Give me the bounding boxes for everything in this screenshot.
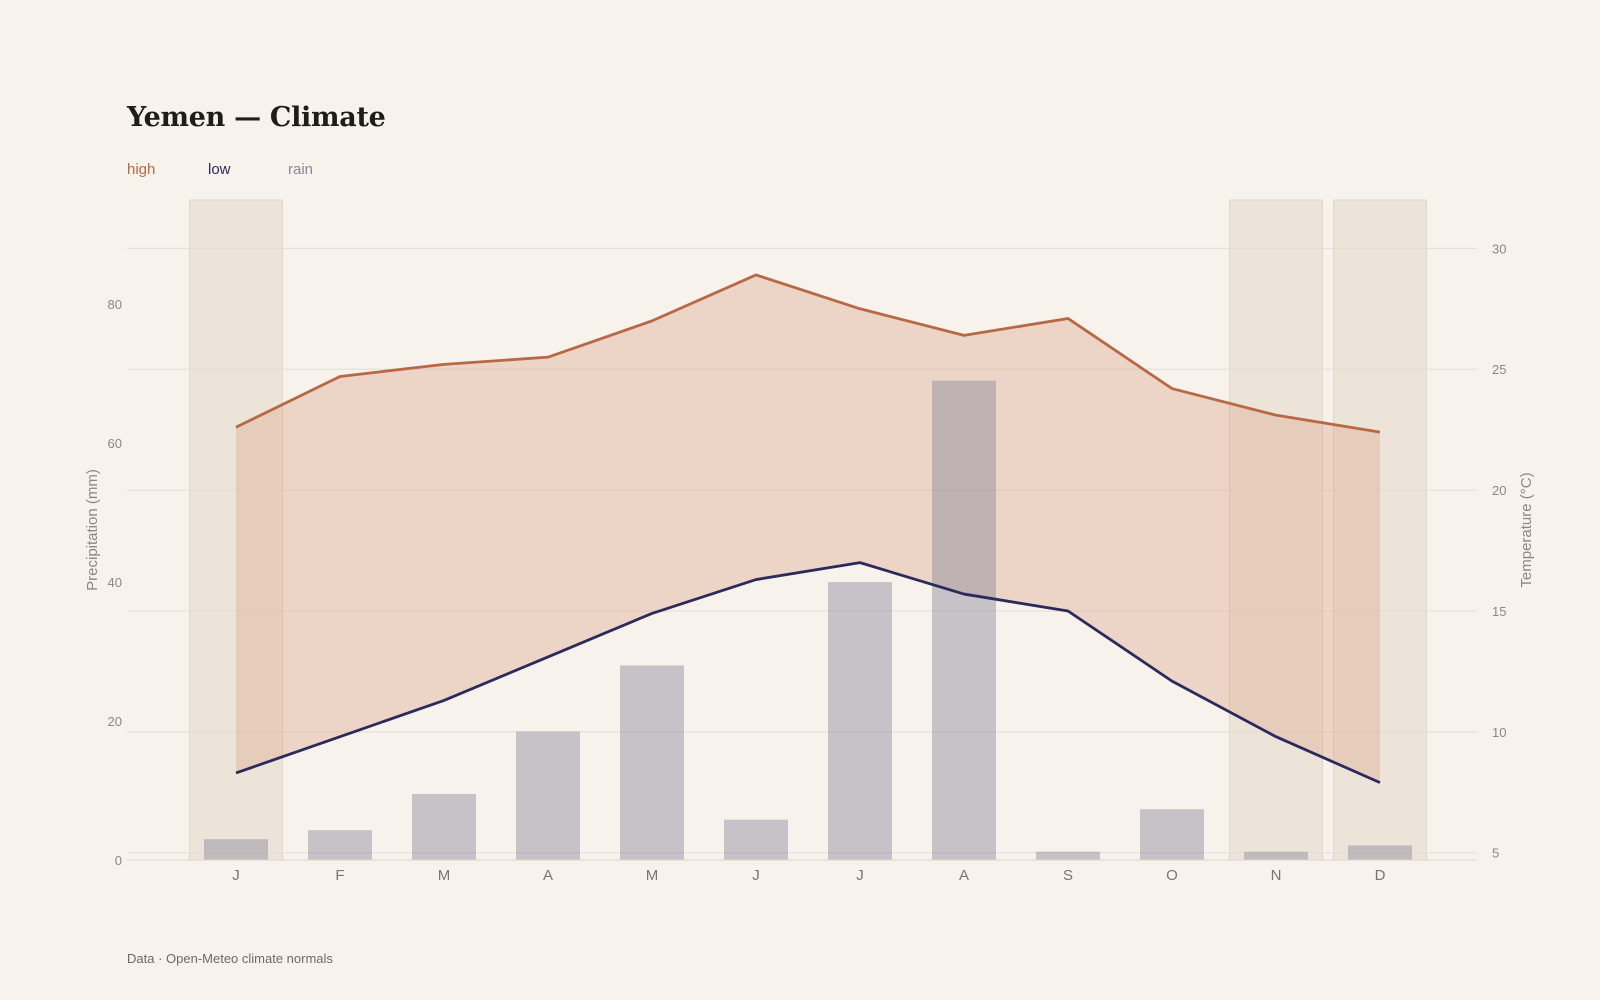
right-axis-title: Temperature (°C)	[1518, 472, 1535, 587]
temperature-range-area	[236, 274, 1380, 783]
x-tick-label: A	[959, 867, 969, 884]
right-tick-label: 20	[1492, 483, 1506, 498]
left-axis-title: Precipitation (mm)	[84, 469, 101, 591]
rain-bar	[620, 665, 684, 860]
right-tick-label: 30	[1492, 241, 1506, 256]
rain-bar	[204, 839, 268, 860]
x-tick-label: M	[646, 867, 659, 884]
x-tick-label: S	[1063, 867, 1073, 884]
rain-bar	[1244, 851, 1308, 860]
rain-bar	[828, 582, 892, 860]
month-highlight-band	[189, 199, 283, 861]
x-tick-label: J	[856, 867, 864, 884]
month-highlight-band	[1333, 199, 1427, 861]
left-tick-label: 20	[108, 714, 122, 729]
rain-bar	[412, 794, 476, 860]
x-tick-label: J	[752, 867, 760, 884]
x-tick-label: D	[1375, 867, 1386, 884]
x-tick-label: J	[232, 867, 240, 884]
left-tick-label: 60	[108, 436, 122, 451]
chart-title: Yemen — Climate	[127, 102, 386, 133]
rain-bar	[516, 731, 580, 860]
right-tick-label: 10	[1492, 725, 1506, 740]
x-tick-label: A	[543, 867, 553, 884]
high-temperature-line	[235, 273, 1381, 434]
low-temperature-line	[235, 561, 1381, 784]
legend-item-rain: rain	[288, 161, 314, 178]
left-tick-label: 0	[115, 853, 122, 868]
rain-bar	[1140, 809, 1204, 860]
x-tick-label: N	[1271, 867, 1282, 884]
x-tick-label: F	[335, 867, 344, 884]
left-tick-label: 80	[108, 297, 122, 312]
right-tick-label: 5	[1492, 846, 1499, 861]
left-tick-label: 40	[108, 575, 122, 590]
source-note: Data · Open-Meteo climate normals	[127, 951, 333, 966]
legend-item-low: low	[208, 161, 231, 178]
rain-bar	[1036, 851, 1100, 860]
x-tick-label: M	[438, 867, 451, 884]
rain-bar	[724, 819, 788, 860]
right-tick-label: 15	[1492, 604, 1506, 619]
rain-bar	[932, 380, 996, 860]
legend-item-high: high	[127, 161, 156, 178]
x-tick-label: O	[1166, 867, 1178, 884]
right-tick-label: 25	[1492, 362, 1506, 377]
rain-bar	[1348, 845, 1412, 860]
rain-bar	[308, 830, 372, 860]
